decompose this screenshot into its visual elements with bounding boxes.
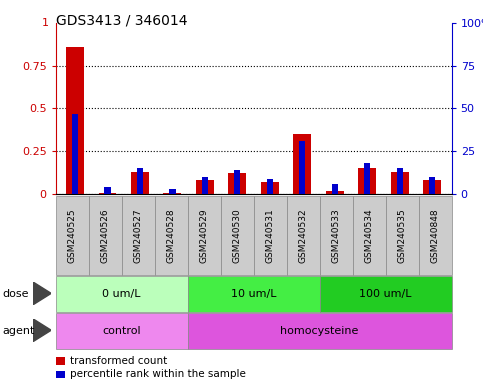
Bar [267,179,273,194]
Bar [163,193,181,194]
Bar [429,177,435,194]
Text: GSM240530: GSM240530 [233,208,242,263]
Text: dose: dose [2,289,29,299]
Bar [137,168,143,194]
Bar [131,172,149,194]
Text: GSM240529: GSM240529 [199,208,209,263]
Polygon shape [33,282,51,305]
Bar [104,187,111,194]
Bar [202,177,208,194]
Text: agent: agent [2,326,35,336]
Text: percentile rank within the sample: percentile rank within the sample [70,369,246,379]
Text: GSM240532: GSM240532 [298,208,308,263]
Text: transformed count: transformed count [70,356,167,366]
Text: GSM240534: GSM240534 [365,208,373,263]
Polygon shape [33,319,51,342]
Bar [391,172,409,194]
Bar [358,168,376,194]
Text: 100 um/L: 100 um/L [359,289,412,299]
Bar [261,182,279,194]
Text: GSM240533: GSM240533 [332,208,341,263]
Text: 10 um/L: 10 um/L [231,289,276,299]
Bar [423,180,441,194]
Text: GSM240527: GSM240527 [134,208,142,263]
Bar [66,47,84,194]
Bar [169,189,175,194]
Text: GSM240531: GSM240531 [266,208,274,263]
Bar [293,134,311,194]
Text: homocysteine: homocysteine [281,326,359,336]
Bar [234,170,241,194]
Bar [99,193,116,194]
Text: GSM240528: GSM240528 [167,208,175,263]
Bar [196,180,214,194]
Text: control: control [102,326,141,336]
Text: GSM240848: GSM240848 [431,208,440,263]
Bar [332,184,338,194]
Bar [228,174,246,194]
Text: 1: 1 [42,18,49,28]
Text: 0 um/L: 0 um/L [102,289,141,299]
Bar [364,163,370,194]
Bar [397,168,403,194]
Text: GDS3413 / 346014: GDS3413 / 346014 [56,13,187,27]
Bar [326,190,344,194]
Bar [72,114,78,194]
Text: GSM240535: GSM240535 [398,208,407,263]
Text: GSM240525: GSM240525 [68,208,76,263]
Text: GSM240526: GSM240526 [100,208,110,263]
Bar [299,141,305,194]
